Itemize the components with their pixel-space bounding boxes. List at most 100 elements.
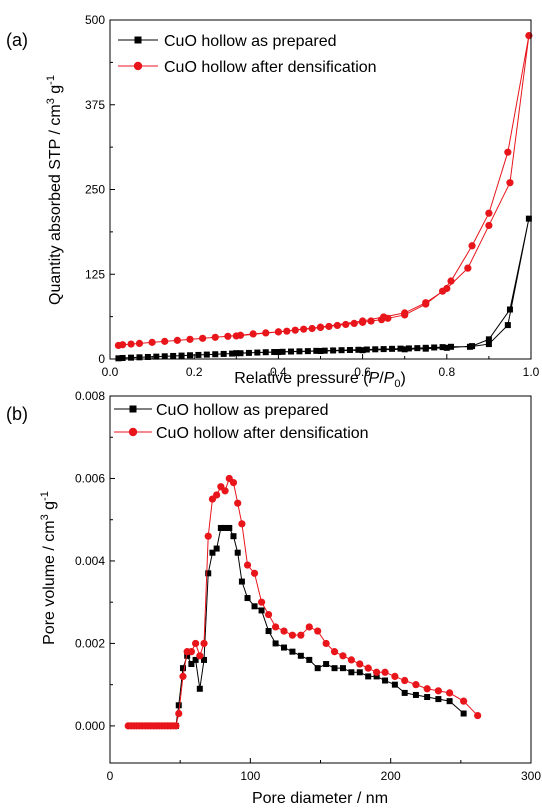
data-point-a-0-20 bbox=[279, 348, 286, 355]
data-point-b-1-24 bbox=[200, 639, 208, 648]
data-point-a-1-13 bbox=[262, 329, 270, 337]
data-point-b-1-38 bbox=[271, 623, 280, 631]
data-point-a-0-19 bbox=[271, 349, 278, 356]
data-point-a-1-10 bbox=[224, 332, 232, 340]
data-point-a-0-39 bbox=[439, 344, 446, 351]
data-point-a-0-38 bbox=[431, 344, 438, 351]
series-group-a bbox=[114, 31, 533, 362]
data-point-b-0-24 bbox=[205, 570, 212, 577]
data-point-a-0-3 bbox=[136, 354, 143, 361]
data-point-b-0-23 bbox=[201, 656, 208, 663]
data-point-b-1-52 bbox=[391, 672, 399, 681]
x-tick-label-a-1: 0.2 bbox=[186, 365, 203, 379]
panel-label-a: (a) bbox=[6, 30, 28, 50]
panel-label-b: (b) bbox=[6, 404, 28, 424]
data-point-a-0-10 bbox=[195, 351, 202, 358]
x-tick-label-b-3: 300 bbox=[521, 769, 541, 783]
data-point-b-0-28 bbox=[222, 524, 229, 531]
data-point-b-1-55 bbox=[423, 685, 431, 693]
data-point-a-1-44 bbox=[316, 323, 325, 331]
data-point-b-1-32 bbox=[234, 499, 242, 507]
y-tick-label-a-1: 125 bbox=[85, 267, 105, 281]
data-point-b-0-46 bbox=[348, 669, 355, 676]
data-point-b-0-19 bbox=[184, 652, 191, 659]
data-point-a-1-12 bbox=[249, 330, 257, 338]
data-point-a-1-46 bbox=[232, 332, 240, 340]
data-point-a-0-6 bbox=[161, 353, 168, 360]
data-point-b-1-57 bbox=[446, 689, 454, 697]
data-point-a-0-40 bbox=[448, 343, 455, 350]
data-point-b-0-39 bbox=[289, 648, 296, 655]
legend-label-densified-a: CuO hollow after densification bbox=[164, 59, 377, 76]
data-point-b-0-40 bbox=[297, 652, 304, 659]
data-point-a-1-1 bbox=[119, 341, 127, 349]
data-point-b-1-36 bbox=[257, 598, 266, 606]
data-point-b-1-37 bbox=[264, 610, 273, 619]
data-point-a-1-6 bbox=[173, 336, 181, 344]
data-point-b-0-21 bbox=[192, 656, 199, 663]
data-point-a-1-37 bbox=[485, 221, 493, 230]
data-point-b-1-39 bbox=[280, 627, 288, 635]
data-point-a-0-16 bbox=[245, 349, 252, 356]
series-group-b bbox=[124, 474, 482, 730]
data-point-a-1-21 bbox=[333, 321, 341, 330]
data-point-a-0-28 bbox=[346, 346, 353, 353]
legend-label-prepared-b: CuO hollow as prepared bbox=[156, 402, 329, 419]
data-point-a-1-8 bbox=[199, 334, 207, 342]
data-point-b-1-42 bbox=[305, 623, 313, 631]
y-axis-label-b: Pore volume / cm3 g-1 bbox=[39, 491, 58, 645]
data-point-b-0-22 bbox=[196, 685, 203, 692]
data-point-b-0-52 bbox=[401, 689, 408, 696]
data-point-b-1-53 bbox=[401, 676, 409, 685]
legend-label-prepared-a: CuO hollow as prepared bbox=[164, 33, 337, 50]
data-point-a-0-1 bbox=[119, 354, 126, 361]
data-point-a-0-32 bbox=[380, 346, 387, 353]
data-point-b-1-33 bbox=[238, 520, 246, 528]
data-point-a-1-17 bbox=[300, 325, 308, 333]
data-point-b-1-49 bbox=[364, 664, 372, 672]
legend-marker-densified-b bbox=[128, 427, 138, 437]
data-point-a-1-20 bbox=[325, 322, 333, 331]
data-point-a-1-15 bbox=[283, 327, 291, 335]
y-tick-label-b-4: 0.008 bbox=[75, 389, 105, 403]
data-point-a-0-36 bbox=[414, 345, 421, 352]
data-point-a-1-23 bbox=[350, 319, 358, 327]
data-point-a-0-8 bbox=[178, 352, 185, 359]
y-tick-label-b-2: 0.004 bbox=[75, 554, 105, 568]
x-tick-label-a-2: 0.4 bbox=[270, 365, 287, 379]
data-point-b-1-35 bbox=[250, 569, 259, 577]
data-point-b-1-45 bbox=[330, 648, 339, 656]
data-point-a-0-15 bbox=[237, 350, 244, 357]
data-point-a-0-51 bbox=[359, 347, 366, 354]
data-point-a-0-23 bbox=[304, 348, 311, 355]
y-tick-label-b-0: 0.000 bbox=[75, 719, 105, 733]
data-point-b-1-23 bbox=[196, 652, 204, 660]
data-point-b-0-36 bbox=[265, 628, 272, 635]
axis-ticks-b: 0 100 200 300 0.000 0.002 0.004 0.006 0.008 bbox=[75, 389, 541, 783]
data-point-a-0-30 bbox=[363, 346, 370, 353]
data-point-a-0-17 bbox=[254, 349, 261, 356]
data-point-a-1-41 bbox=[401, 309, 409, 317]
data-point-a-1-5 bbox=[161, 337, 169, 345]
data-point-b-0-20 bbox=[188, 661, 195, 668]
data-point-b-0-38 bbox=[281, 644, 288, 651]
data-point-b-0-57 bbox=[460, 710, 467, 717]
data-point-a-1-39 bbox=[443, 284, 451, 293]
data-point-b-1-58 bbox=[460, 697, 468, 705]
data-point-b-1-44 bbox=[322, 639, 330, 648]
data-point-a-0-24 bbox=[313, 347, 320, 354]
data-point-a-1-31 bbox=[447, 277, 455, 285]
data-point-a-0-34 bbox=[397, 345, 404, 352]
x-axis-label-a: Relative pressure (P/P0) bbox=[234, 370, 406, 390]
data-point-a-0-44 bbox=[525, 215, 532, 222]
data-point-a-0-5 bbox=[153, 353, 160, 360]
x-axis-label-b: Pore diameter / nm bbox=[252, 790, 388, 807]
legend-marker-prepared-a bbox=[134, 36, 142, 44]
data-point-b-0-34 bbox=[251, 603, 258, 610]
data-point-b-0-31 bbox=[234, 549, 241, 556]
data-point-b-0-17 bbox=[175, 702, 182, 709]
series-line-a-1 bbox=[118, 35, 530, 346]
axis-ticks-a: 0.0 0.2 0.4 0.6 0.8 1.0 0 125 250 375 500 bbox=[85, 13, 540, 379]
data-point-b-0-25 bbox=[209, 549, 216, 556]
